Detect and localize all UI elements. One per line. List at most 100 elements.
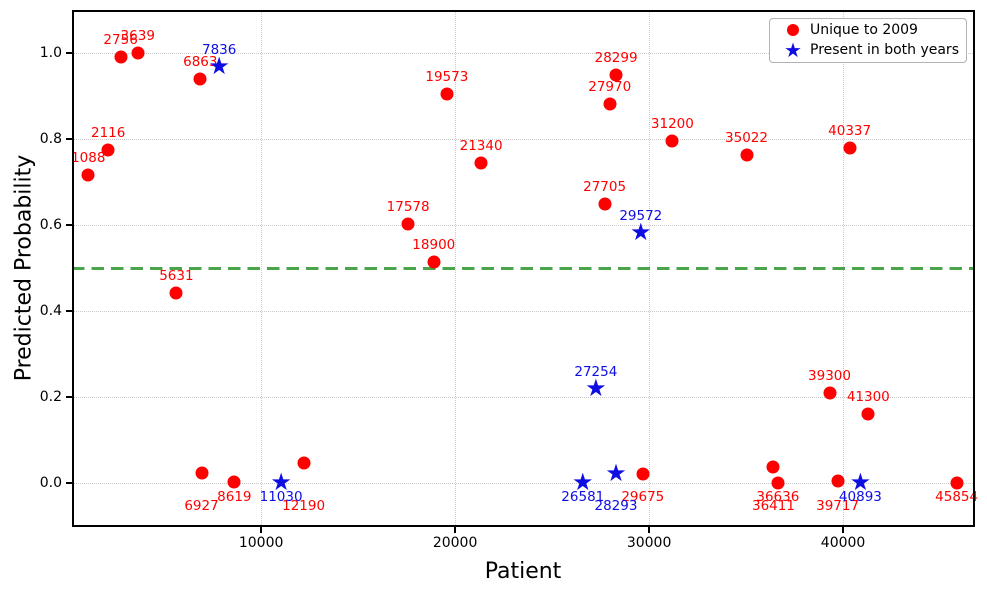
- data-point-circle: [598, 197, 612, 211]
- legend-row: ★ Present in both years: [776, 40, 960, 60]
- legend-row: Unique to 2009: [776, 21, 960, 39]
- data-point-circle: [101, 143, 115, 157]
- point-label: 11030: [259, 489, 303, 506]
- point-label: 29572: [619, 208, 663, 225]
- y-tick-label: 1.0: [39, 45, 62, 61]
- data-point-circle: [195, 466, 209, 480]
- point-label: 36411: [751, 497, 795, 514]
- point-label: 39717: [816, 497, 860, 514]
- data-point-circle: [950, 476, 964, 490]
- point-label: 27254: [574, 364, 618, 381]
- point-label: 36636: [756, 489, 800, 506]
- y-tick-mark: [66, 482, 72, 484]
- point-label: 2116: [91, 125, 126, 142]
- point-label: 1088: [71, 150, 106, 167]
- gridline-horizontal: [72, 225, 975, 227]
- x-tick-label: 20000: [432, 535, 478, 551]
- data-point-circle: [665, 134, 679, 148]
- point-label: 39300: [808, 368, 851, 385]
- point-label: 27970: [588, 79, 632, 96]
- gridline-horizontal: [72, 53, 975, 54]
- point-label: 2756: [103, 31, 138, 48]
- x-tick-mark: [454, 527, 456, 533]
- data-point-circle: [401, 217, 415, 231]
- data-point-star-icon: ★: [585, 374, 607, 403]
- x-tick-mark: [648, 527, 650, 533]
- y-tick-mark: [66, 396, 72, 398]
- point-label: 41300: [846, 389, 890, 406]
- data-point-star-icon: ★: [270, 468, 292, 497]
- threshold-line: [72, 266, 975, 270]
- y-tick-label: 0.0: [39, 475, 62, 492]
- data-point-circle: [193, 72, 207, 86]
- data-point-circle: [861, 407, 875, 421]
- x-tick-mark: [842, 527, 844, 533]
- data-point-circle: [227, 475, 241, 489]
- data-point-circle: [843, 141, 857, 155]
- y-tick-mark: [66, 138, 72, 140]
- data-point-circle: [427, 255, 441, 269]
- data-point-circle: [603, 97, 617, 111]
- data-point-circle: [831, 474, 845, 488]
- point-label: 19573: [425, 69, 469, 86]
- legend-star-icon: ★: [776, 40, 810, 60]
- data-point-circle: [609, 68, 623, 82]
- point-label: 7836: [201, 42, 237, 59]
- gridline-horizontal: [72, 397, 975, 399]
- data-point-circle: [440, 87, 454, 101]
- data-point-circle: [474, 156, 488, 170]
- point-label: 29675: [621, 489, 665, 506]
- data-point-circle: [823, 386, 836, 400]
- y-axis-title: Predicted Probability: [11, 154, 37, 382]
- data-point-circle: [81, 168, 95, 182]
- point-label: 28299: [594, 49, 638, 66]
- data-point-circle: [740, 148, 754, 162]
- gridline-horizontal: [72, 311, 975, 313]
- data-point-circle: [771, 476, 785, 490]
- point-label: 27705: [583, 179, 627, 196]
- gridline-horizontal: [72, 139, 975, 141]
- point-label: 26581: [561, 489, 605, 506]
- x-axis-title: Patient: [484, 559, 562, 584]
- point-label: 3639: [120, 28, 155, 44]
- y-tick-label: 0.2: [39, 389, 62, 406]
- point-label: 8619: [217, 489, 252, 506]
- data-point-circle: [114, 50, 128, 64]
- point-label: 28293: [594, 497, 638, 514]
- point-label: 40337: [828, 123, 872, 140]
- y-tick-label: 0.6: [39, 217, 62, 234]
- data-point-star-icon: ★: [208, 52, 230, 81]
- y-tick-mark: [66, 310, 72, 312]
- point-label: 6927: [184, 497, 219, 514]
- point-label: 31200: [650, 116, 694, 133]
- x-tick-label: 30000: [626, 535, 672, 551]
- y-tick-label: 0.4: [39, 303, 62, 320]
- data-point-star-icon: ★: [630, 218, 652, 247]
- point-label: 45854: [935, 489, 979, 506]
- point-label: 12190: [282, 497, 326, 514]
- legend: Unique to 2009 ★ Present in both years: [769, 18, 967, 63]
- data-point-circle: [766, 460, 780, 474]
- data-point-circle: [297, 456, 311, 470]
- legend-circle-glyph: [787, 24, 799, 36]
- x-tick-mark: [260, 527, 262, 533]
- point-label: 35022: [725, 129, 768, 146]
- legend-label: Present in both years: [810, 42, 959, 58]
- data-point-circle: [131, 46, 145, 60]
- data-point-star-icon: ★: [849, 468, 872, 497]
- x-tick-label: 10000: [238, 535, 284, 551]
- y-tick-mark: [66, 224, 72, 226]
- y-tick-label: 0.8: [39, 131, 62, 148]
- data-point-circle: [169, 286, 183, 300]
- point-label: 18900: [412, 236, 456, 253]
- point-label: 17578: [386, 199, 430, 216]
- point-label: 6863: [183, 54, 218, 71]
- point-label: 40893: [838, 489, 882, 506]
- data-point-star-icon: ★: [605, 458, 627, 487]
- data-point-star-icon: ★: [572, 468, 594, 497]
- gridline-horizontal: [72, 483, 975, 485]
- point-label: 21340: [459, 137, 503, 154]
- x-tick-label: 40000: [820, 535, 866, 551]
- point-label: 5631: [159, 268, 194, 285]
